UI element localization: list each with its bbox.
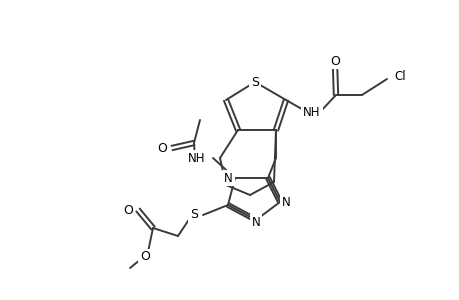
Text: N: N — [224, 172, 233, 184]
Text: N: N — [251, 215, 260, 229]
Text: N: N — [281, 196, 290, 208]
Text: S: S — [190, 208, 197, 221]
Text: NH: NH — [187, 152, 205, 164]
Text: O: O — [157, 142, 167, 154]
Text: Cl: Cl — [393, 70, 405, 83]
Text: NH: NH — [302, 106, 320, 118]
Text: O: O — [123, 203, 133, 217]
Text: S: S — [251, 76, 258, 88]
Text: O: O — [140, 250, 150, 263]
Text: O: O — [330, 55, 339, 68]
